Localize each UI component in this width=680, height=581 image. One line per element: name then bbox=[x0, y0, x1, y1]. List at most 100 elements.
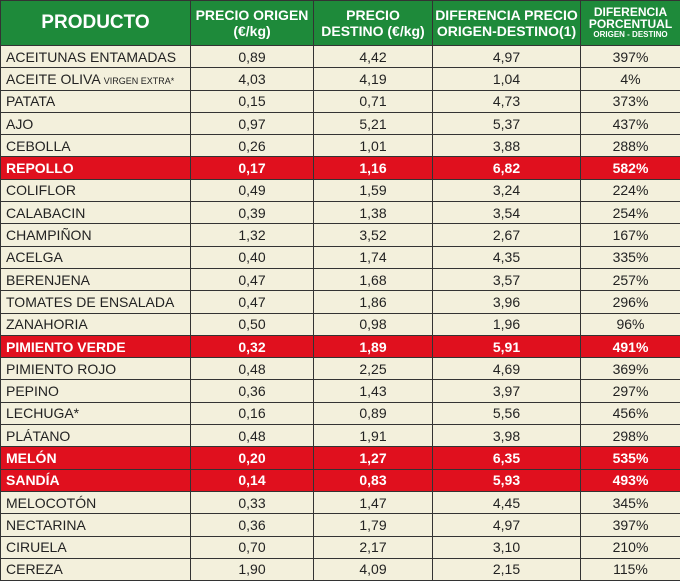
cell-porcentual: 224% bbox=[581, 179, 680, 201]
cell-diferencia: 4,45 bbox=[433, 491, 581, 513]
product-note: VIRGEN EXTRA* bbox=[104, 76, 175, 86]
cell-diferencia: 6,35 bbox=[433, 447, 581, 469]
cell-producto: PATATA bbox=[1, 90, 191, 112]
cell-origen: 0,36 bbox=[191, 514, 314, 536]
cell-destino: 4,09 bbox=[314, 558, 433, 580]
product-name: PLÁTANO bbox=[6, 428, 70, 444]
cell-diferencia: 2,15 bbox=[433, 558, 581, 580]
cell-destino: 0,98 bbox=[314, 313, 433, 335]
cell-destino: 0,89 bbox=[314, 402, 433, 424]
product-name: CHAMPIÑON bbox=[6, 227, 92, 243]
cell-origen: 1,32 bbox=[191, 224, 314, 246]
cell-porcentual: 257% bbox=[581, 268, 680, 290]
cell-destino: 4,42 bbox=[314, 46, 433, 68]
cell-destino: 1,43 bbox=[314, 380, 433, 402]
cell-origen: 0,15 bbox=[191, 90, 314, 112]
cell-destino: 1,89 bbox=[314, 335, 433, 357]
col-diferencia: DIFERENCIA PRECIO ORIGEN-DESTINO(1) bbox=[433, 1, 581, 46]
cell-origen: 1,90 bbox=[191, 558, 314, 580]
product-name: ZANAHORIA bbox=[6, 316, 88, 332]
product-name: AJO bbox=[6, 116, 33, 132]
cell-origen: 0,48 bbox=[191, 425, 314, 447]
cell-producto: CIRUELA bbox=[1, 536, 191, 558]
cell-producto: REPOLLO bbox=[1, 157, 191, 179]
cell-porcentual: 493% bbox=[581, 469, 680, 491]
cell-destino: 1,91 bbox=[314, 425, 433, 447]
cell-destino: 1,38 bbox=[314, 202, 433, 224]
cell-diferencia: 3,24 bbox=[433, 179, 581, 201]
cell-origen: 0,16 bbox=[191, 402, 314, 424]
cell-diferencia: 3,54 bbox=[433, 202, 581, 224]
cell-destino: 1,27 bbox=[314, 447, 433, 469]
cell-producto: BERENJENA bbox=[1, 268, 191, 290]
cell-producto: LECHUGA* bbox=[1, 402, 191, 424]
cell-destino: 5,21 bbox=[314, 112, 433, 134]
cell-destino: 1,86 bbox=[314, 291, 433, 313]
cell-destino: 1,16 bbox=[314, 157, 433, 179]
cell-origen: 0,17 bbox=[191, 157, 314, 179]
product-name: SANDÍA bbox=[6, 472, 60, 488]
cell-origen: 0,48 bbox=[191, 358, 314, 380]
cell-producto: MELÓN bbox=[1, 447, 191, 469]
product-name: PEPINO bbox=[6, 383, 59, 399]
cell-diferencia: 5,56 bbox=[433, 402, 581, 424]
product-name: MELOCOTÓN bbox=[6, 495, 96, 511]
product-name: ACELGA bbox=[6, 249, 63, 265]
cell-porcentual: 297% bbox=[581, 380, 680, 402]
cell-destino: 0,83 bbox=[314, 469, 433, 491]
cell-origen: 4,03 bbox=[191, 68, 314, 90]
product-name: PATATA bbox=[6, 93, 55, 109]
cell-destino: 0,71 bbox=[314, 90, 433, 112]
cell-origen: 0,36 bbox=[191, 380, 314, 402]
cell-diferencia: 4,97 bbox=[433, 514, 581, 536]
cell-diferencia: 4,35 bbox=[433, 246, 581, 268]
cell-porcentual: 491% bbox=[581, 335, 680, 357]
cell-diferencia: 3,88 bbox=[433, 135, 581, 157]
cell-diferencia: 4,97 bbox=[433, 46, 581, 68]
product-name: CEREZA bbox=[6, 561, 63, 577]
porcentual-sub: ORIGEN - DESTINO bbox=[581, 30, 680, 40]
col-precio-destino: PRECIO DESTINO (€/kg) bbox=[314, 1, 433, 46]
cell-diferencia: 5,93 bbox=[433, 469, 581, 491]
cell-destino: 1,79 bbox=[314, 514, 433, 536]
cell-origen: 0,20 bbox=[191, 447, 314, 469]
cell-destino: 4,19 bbox=[314, 68, 433, 90]
product-name: CALABACIN bbox=[6, 205, 85, 221]
product-name: PIMIENTO VERDE bbox=[6, 339, 126, 355]
cell-porcentual: 335% bbox=[581, 246, 680, 268]
product-name: BERENJENA bbox=[6, 272, 90, 288]
cell-origen: 0,26 bbox=[191, 135, 314, 157]
cell-diferencia: 4,69 bbox=[433, 358, 581, 380]
cell-origen: 0,47 bbox=[191, 291, 314, 313]
cell-producto: TOMATES DE ENSALADA bbox=[1, 291, 191, 313]
cell-producto: PLÁTANO bbox=[1, 425, 191, 447]
cell-diferencia: 3,96 bbox=[433, 291, 581, 313]
cell-porcentual: 96% bbox=[581, 313, 680, 335]
cell-diferencia: 3,10 bbox=[433, 536, 581, 558]
cell-destino: 1,68 bbox=[314, 268, 433, 290]
cell-porcentual: 288% bbox=[581, 135, 680, 157]
cell-diferencia: 4,73 bbox=[433, 90, 581, 112]
cell-producto: MELOCOTÓN bbox=[1, 491, 191, 513]
cell-diferencia: 3,98 bbox=[433, 425, 581, 447]
product-name: MELÓN bbox=[6, 450, 57, 466]
cell-porcentual: 298% bbox=[581, 425, 680, 447]
cell-origen: 0,97 bbox=[191, 112, 314, 134]
header-row: PRODUCTO PRECIO ORIGEN (€/kg) PRECIO DES… bbox=[1, 1, 680, 46]
cell-producto: CEREZA bbox=[1, 558, 191, 580]
cell-destino: 3,52 bbox=[314, 224, 433, 246]
product-name: ACEITUNAS ENTAMADAS bbox=[6, 49, 176, 65]
cell-origen: 0,50 bbox=[191, 313, 314, 335]
product-name: TOMATES DE ENSALADA bbox=[6, 294, 174, 310]
